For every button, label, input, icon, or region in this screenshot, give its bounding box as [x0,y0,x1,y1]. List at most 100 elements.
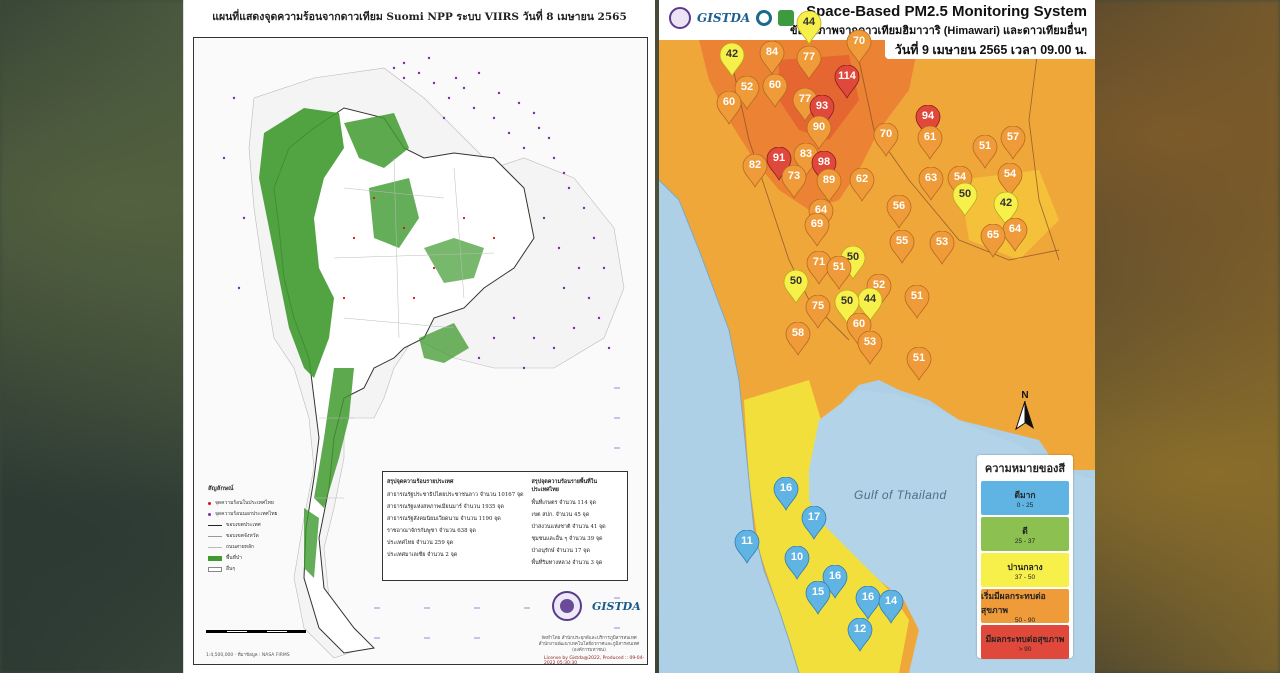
station-value: 42 [999,197,1013,209]
station-value: 69 [810,218,824,230]
legend-moderate: ปานกลาง 37 - 50 [981,553,1069,587]
summary-line: เขต สปก. จำนวน 45 จุด [531,512,590,518]
station-marker[interactable]: 77 [792,88,818,122]
station-value: 17 [807,511,821,523]
station-marker[interactable]: 16 [773,477,799,511]
station-marker[interactable]: 82 [742,154,768,188]
station-value: 60 [722,96,736,108]
legend-label: จุดความร้อนในประเทศไทย [215,500,274,506]
partner-circle-logo [756,10,773,26]
station-marker[interactable]: 77 [796,46,822,80]
station-marker[interactable]: 58 [785,322,811,356]
station-value: 64 [1008,223,1022,235]
station-marker[interactable]: 12 [847,618,873,652]
station-marker[interactable]: 60 [762,74,788,108]
summary-line: ราชอาณาจักรกัมพูชา จำนวน 638 จุด [387,528,476,534]
station-marker[interactable]: 51 [906,347,932,381]
map-pin-icon [857,331,883,365]
map-pin-icon [915,105,941,139]
station-marker[interactable]: 93 [809,95,835,129]
station-marker[interactable]: 70 [873,123,899,157]
station-marker[interactable]: 44 [857,288,883,322]
station-marker[interactable]: 75 [805,295,831,329]
station-marker[interactable]: 51 [904,285,930,319]
station-value: 75 [811,300,825,312]
station-marker[interactable]: 53 [929,231,955,265]
station-marker[interactable]: 63 [918,167,944,201]
station-value: 58 [791,327,805,339]
station-marker[interactable]: 60 [716,91,742,125]
station-marker[interactable]: 11 [734,530,760,564]
station-marker[interactable]: 17 [801,506,827,540]
station-value: 44 [802,16,816,28]
map-pin-icon [719,43,745,77]
station-marker[interactable]: 56 [886,195,912,229]
map-pin-icon [806,116,832,150]
hotspot-legend: สัญลักษณ์ จุดความร้อนในประเทศไทย จุดความ… [208,483,348,576]
station-marker[interactable]: 50 [783,270,809,304]
station-marker[interactable]: 55 [889,230,915,264]
map-pin-icon [759,41,785,75]
station-marker[interactable]: 89 [816,169,842,203]
station-value: 50 [840,295,854,307]
pm25-legend-title: ความหมายของสี [984,463,1066,475]
station-marker[interactable]: 69 [804,213,830,247]
station-value: 15 [811,586,825,598]
station-marker[interactable]: 50 [952,183,978,217]
station-marker[interactable]: 50 [834,290,860,324]
station-marker[interactable]: 51 [972,135,998,169]
legend-very-good: ดีมาก 0 - 25 [981,481,1069,515]
station-value: 50 [958,188,972,200]
station-value: 98 [817,156,831,168]
station-marker[interactable]: 61 [917,126,943,160]
legend-name: ปานกลาง [1007,561,1043,572]
station-marker[interactable]: 114 [834,65,860,99]
station-marker[interactable]: 16 [855,586,881,620]
map-pin-icon [784,546,810,580]
legend-row: อื่นๆ [208,565,348,573]
station-marker[interactable]: 54 [997,163,1023,197]
station-marker[interactable]: 65 [980,224,1006,258]
map-pin-icon [855,586,881,620]
station-value: 50 [789,275,803,287]
station-value: 10 [790,551,804,563]
station-marker[interactable]: 44 [796,11,822,45]
map-pin-icon [781,165,807,199]
station-marker[interactable]: 51 [826,256,852,290]
station-marker[interactable]: 52 [866,274,892,308]
map-pin-icon [783,270,809,304]
station-marker[interactable]: 70 [846,30,872,64]
station-marker[interactable]: 10 [784,546,810,580]
station-marker[interactable]: 57 [1000,126,1026,160]
station-value: 53 [863,336,877,348]
map-pin-icon [716,91,742,125]
station-marker[interactable]: 14 [878,590,904,624]
station-value: 51 [912,352,926,364]
station-marker[interactable]: 42 [993,192,1019,226]
station-marker[interactable]: 73 [781,165,807,199]
station-marker[interactable]: 52 [734,76,760,110]
summary-line: สาธารณรัฐประชาธิปไตยประชาชนลาว จำนวน 101… [387,492,524,498]
station-marker[interactable]: 90 [806,116,832,150]
station-value: 42 [725,48,739,60]
station-value: 14 [884,595,898,607]
station-marker[interactable]: 84 [759,41,785,75]
station-value: 82 [748,159,762,171]
hotspot-map-panel: แผนที่แสดงจุดความร้อนจากดาวเทียม Suomi N… [183,0,655,673]
map-pin-icon [952,183,978,217]
legend-label: อื่นๆ [226,566,236,572]
station-value: 11 [741,535,753,547]
station-marker[interactable]: 64 [1002,218,1028,252]
legend-row: ขอบเขตจังหวัด [208,532,348,540]
station-marker[interactable]: 42 [719,43,745,77]
station-marker[interactable]: 53 [857,331,883,365]
map-pin-icon [906,347,932,381]
map-pin-icon [762,74,788,108]
station-marker[interactable]: 15 [805,581,831,615]
map-pin-icon [773,477,799,511]
station-marker[interactable]: 62 [849,168,875,202]
legend-good: ดี 25 - 37 [981,517,1069,551]
station-marker[interactable]: 94 [915,105,941,139]
map-pin-icon [834,290,860,324]
gistda-logo: GISTDA [592,599,641,613]
